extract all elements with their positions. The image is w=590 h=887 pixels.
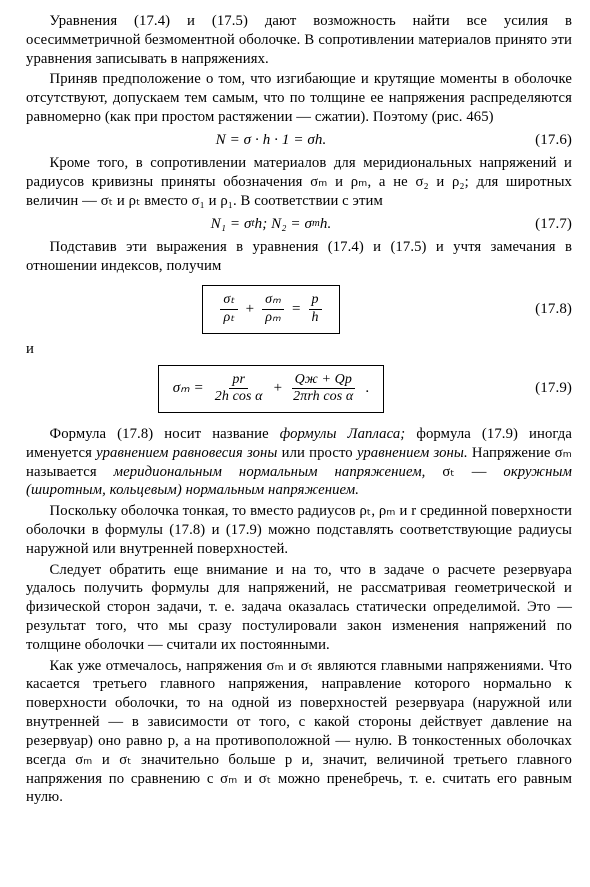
eq-17-7-c: h. bbox=[320, 215, 331, 234]
eq-17-9-f1n: pr bbox=[229, 373, 248, 390]
eq-17-9-f2n: Qж + Qр bbox=[292, 373, 355, 390]
page: Уравнения (17.4) и (17.5) дают возможнос… bbox=[0, 0, 590, 887]
p5-d: уравнением равновесия зоны bbox=[96, 445, 277, 461]
paragraph-2: Приняв предположение о том, что изгибающ… bbox=[26, 70, 572, 126]
paragraph-1: Уравнения (17.4) и (17.5) дают возможнос… bbox=[26, 12, 572, 68]
eq-17-8-f3n: p bbox=[309, 293, 322, 310]
p5-i: σₜ — bbox=[425, 464, 503, 480]
eq-17-9-tail: . bbox=[365, 379, 369, 398]
paragraph-5: Формула (17.8) носит название формулы Ла… bbox=[26, 425, 572, 500]
eq-17-9-lhs: σₘ = bbox=[173, 379, 204, 398]
p5-a: Формула (17.8) носит название bbox=[50, 426, 280, 442]
p5-h: меридиональным нормальным напряжением, bbox=[114, 464, 426, 480]
eq-17-7-b: h; N₂ = σ bbox=[255, 215, 312, 234]
paragraph-6: Поскольку оболочка тонкая, то вместо рад… bbox=[26, 502, 572, 558]
eq-17-8-number: (17.8) bbox=[526, 300, 572, 319]
paragraph-4: Подставив эти выражения в уравнения (17.… bbox=[26, 238, 572, 276]
equation-17-6: N = σ · h · 1 = σh. (17.6) bbox=[26, 131, 572, 150]
eq-17-6-number: (17.6) bbox=[526, 131, 572, 150]
eq-17-9-f1d: 2h cos α bbox=[212, 389, 266, 405]
paragraph-8: Как уже отмечалось, напряжения σₘ и σₜ я… bbox=[26, 657, 572, 808]
equation-17-7: N₁ = σth; N₂ = σmh. (17.7) bbox=[26, 215, 572, 234]
eq-17-8-f1d: ρₜ bbox=[220, 310, 237, 326]
equation-17-9: σₘ = pr2h cos α + Qж + Qр2πrh cos α . (1… bbox=[26, 365, 572, 413]
paragraph-7: Следует обратить еще внимание и на то, ч… bbox=[26, 561, 572, 655]
eq-17-6-body: N = σ · h · 1 = σh. bbox=[216, 131, 327, 150]
eq-17-7-a: N₁ = σ bbox=[211, 215, 252, 234]
eq-17-7-number: (17.7) bbox=[526, 215, 572, 234]
eq-17-8-f3d: h bbox=[309, 310, 322, 326]
eq-17-8-f2n: σₘ bbox=[262, 293, 284, 310]
p5-f: уравнением зоны. bbox=[357, 445, 468, 461]
p5-e: или просто bbox=[277, 445, 356, 461]
p5-b: формулы Лапласа; bbox=[280, 426, 406, 442]
eq-17-8-f1n: σₜ bbox=[220, 293, 237, 310]
paragraph-3: Кроме того, в сопротивлении материалов д… bbox=[26, 154, 572, 210]
equation-17-8: σₜρₜ + σₘρₘ = ph (17.8) bbox=[26, 285, 572, 333]
conjunction-i: и bbox=[26, 340, 572, 359]
eq-17-9-f2d: 2πrh cos α bbox=[290, 389, 356, 405]
eq-17-7-sub2: m bbox=[312, 217, 320, 231]
eq-17-8-f2d: ρₘ bbox=[262, 310, 284, 326]
eq-17-9-number: (17.9) bbox=[526, 379, 572, 398]
